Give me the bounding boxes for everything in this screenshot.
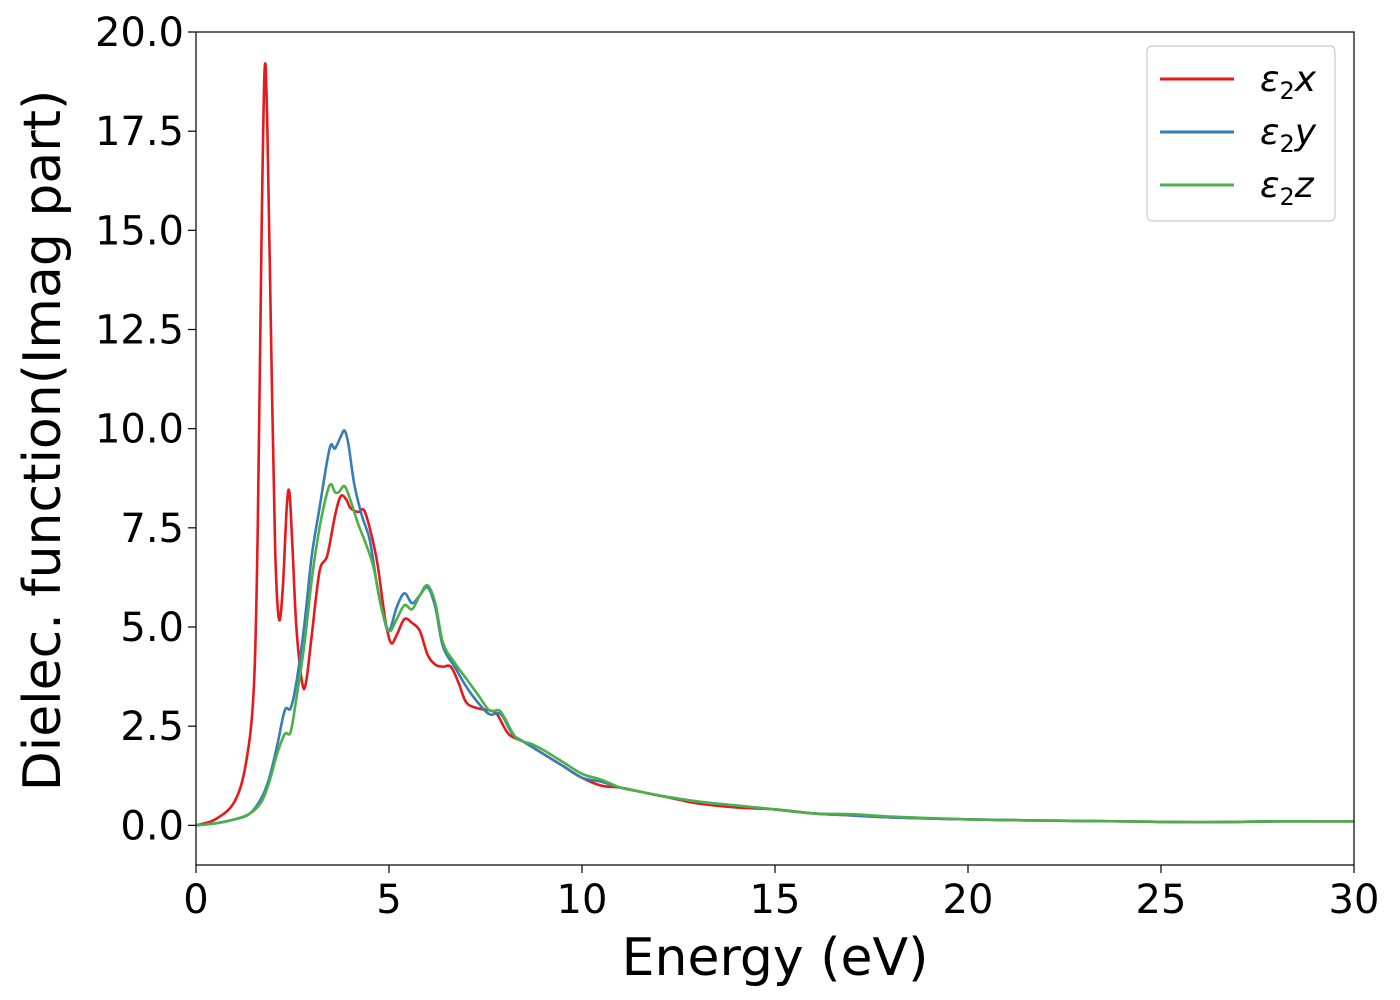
series-line-y [196, 429, 1354, 827]
y-tick-label: 20.0 [95, 10, 184, 56]
x-tick-label: 5 [376, 877, 401, 923]
x-axis-label: Energy (eV) [622, 928, 929, 988]
x-tick-label: 30 [1329, 877, 1380, 923]
y-tick-label: 10.0 [95, 407, 184, 453]
x-tick-label: 15 [750, 877, 801, 923]
series-layer [196, 62, 1354, 827]
x-tick-label: 10 [557, 877, 608, 923]
legend-box [1146, 45, 1336, 222]
y-tick-label: 17.5 [95, 109, 184, 155]
y-tick-label: 2.5 [120, 704, 184, 750]
legend-label-x: ε2x [1260, 59, 1317, 105]
series-line-x [196, 62, 1354, 827]
y-tick-label: 12.5 [95, 308, 184, 354]
y-tick-label: 7.5 [120, 506, 184, 552]
x-tick-label: 25 [1136, 877, 1187, 923]
legend: ε2x ε2y ε2z [1146, 45, 1336, 222]
x-tick-label: 0 [183, 877, 208, 923]
y-tick-label: 0.0 [120, 803, 184, 849]
tick-layer: 0 5 10 15 20 25 30 0.0 2.5 5.0 7.5 10.0 12.5 15.0 17.5… [95, 10, 1380, 923]
x-tick-label: 20 [943, 877, 994, 923]
legend-label-y: ε2y [1260, 112, 1317, 158]
y-axis-label: Dielec. function(Imag part) [13, 90, 73, 792]
legend-label-z: ε2z [1260, 165, 1315, 211]
y-tick-label: 15.0 [95, 208, 184, 254]
series-line-z [196, 482, 1354, 827]
y-tick-label: 5.0 [120, 605, 184, 651]
